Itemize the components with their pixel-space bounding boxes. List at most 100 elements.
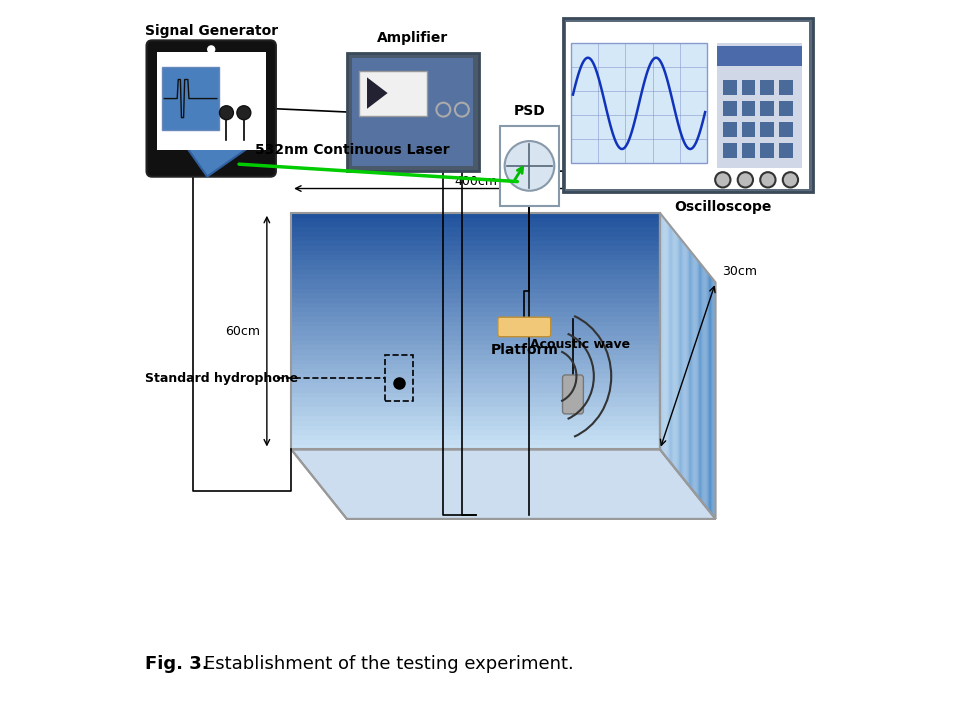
Polygon shape xyxy=(292,246,660,251)
FancyBboxPatch shape xyxy=(760,80,774,94)
Polygon shape xyxy=(292,407,660,412)
Polygon shape xyxy=(696,258,697,496)
Polygon shape xyxy=(694,256,696,494)
Polygon shape xyxy=(292,275,660,279)
FancyBboxPatch shape xyxy=(717,43,802,168)
Polygon shape xyxy=(292,412,660,416)
Polygon shape xyxy=(684,244,685,482)
FancyBboxPatch shape xyxy=(147,40,276,177)
Text: Acoustic wave: Acoustic wave xyxy=(530,338,630,351)
Polygon shape xyxy=(713,279,714,517)
Polygon shape xyxy=(671,227,673,465)
Circle shape xyxy=(207,45,216,54)
Polygon shape xyxy=(712,278,713,516)
Polygon shape xyxy=(292,421,660,426)
Text: Fig. 3.: Fig. 3. xyxy=(145,655,209,672)
Polygon shape xyxy=(689,249,690,487)
Polygon shape xyxy=(292,237,660,241)
Polygon shape xyxy=(292,251,660,256)
Polygon shape xyxy=(670,225,671,463)
Polygon shape xyxy=(675,231,676,469)
FancyBboxPatch shape xyxy=(566,22,810,189)
Polygon shape xyxy=(292,265,660,270)
Polygon shape xyxy=(292,298,660,303)
FancyBboxPatch shape xyxy=(347,53,479,171)
FancyBboxPatch shape xyxy=(760,144,774,158)
Polygon shape xyxy=(668,222,669,460)
Polygon shape xyxy=(292,336,660,341)
Polygon shape xyxy=(697,259,698,497)
Polygon shape xyxy=(693,255,694,493)
Polygon shape xyxy=(292,218,660,222)
FancyBboxPatch shape xyxy=(780,80,793,94)
FancyBboxPatch shape xyxy=(353,58,473,165)
Polygon shape xyxy=(292,364,660,369)
Polygon shape xyxy=(292,402,660,407)
Polygon shape xyxy=(676,232,677,470)
Polygon shape xyxy=(292,303,660,308)
Polygon shape xyxy=(292,213,660,218)
FancyBboxPatch shape xyxy=(571,43,708,163)
Polygon shape xyxy=(677,235,678,473)
Polygon shape xyxy=(688,248,689,486)
Polygon shape xyxy=(292,308,660,312)
Circle shape xyxy=(760,172,776,187)
Polygon shape xyxy=(701,264,702,502)
Polygon shape xyxy=(292,312,660,317)
Polygon shape xyxy=(292,350,660,355)
Polygon shape xyxy=(704,267,705,505)
FancyBboxPatch shape xyxy=(760,122,774,137)
Polygon shape xyxy=(292,360,660,364)
Circle shape xyxy=(715,172,730,187)
Polygon shape xyxy=(706,270,707,508)
Polygon shape xyxy=(292,435,660,440)
FancyBboxPatch shape xyxy=(742,80,755,94)
Circle shape xyxy=(782,172,798,187)
Polygon shape xyxy=(292,322,660,327)
Polygon shape xyxy=(690,251,691,489)
Polygon shape xyxy=(292,374,660,379)
Polygon shape xyxy=(292,222,660,227)
Polygon shape xyxy=(292,241,660,246)
Polygon shape xyxy=(292,445,660,449)
Polygon shape xyxy=(292,426,660,430)
Circle shape xyxy=(504,141,554,191)
FancyBboxPatch shape xyxy=(742,122,755,137)
Polygon shape xyxy=(702,265,704,503)
Polygon shape xyxy=(292,355,660,360)
Polygon shape xyxy=(680,238,681,476)
FancyBboxPatch shape xyxy=(780,144,793,158)
Polygon shape xyxy=(708,272,709,510)
Text: Establishment of the testing experiment.: Establishment of the testing experiment. xyxy=(204,655,574,672)
Polygon shape xyxy=(292,256,660,260)
Polygon shape xyxy=(667,221,668,459)
Polygon shape xyxy=(705,268,706,506)
FancyBboxPatch shape xyxy=(742,101,755,116)
Polygon shape xyxy=(681,239,682,477)
FancyBboxPatch shape xyxy=(162,67,219,130)
Polygon shape xyxy=(665,218,666,456)
FancyBboxPatch shape xyxy=(742,144,755,158)
Polygon shape xyxy=(292,369,660,374)
Polygon shape xyxy=(666,220,667,458)
Polygon shape xyxy=(292,331,660,336)
Polygon shape xyxy=(292,397,660,402)
Circle shape xyxy=(237,106,251,120)
FancyBboxPatch shape xyxy=(760,101,774,116)
FancyBboxPatch shape xyxy=(498,318,551,337)
FancyBboxPatch shape xyxy=(780,122,793,137)
Text: 30cm: 30cm xyxy=(722,265,757,279)
Polygon shape xyxy=(292,284,660,289)
Text: 532nm Continuous Laser: 532nm Continuous Laser xyxy=(255,144,449,158)
Polygon shape xyxy=(292,317,660,322)
Polygon shape xyxy=(669,224,670,462)
Text: PSD: PSD xyxy=(513,103,545,118)
FancyBboxPatch shape xyxy=(780,101,793,116)
Polygon shape xyxy=(292,440,660,445)
Polygon shape xyxy=(673,228,674,466)
Polygon shape xyxy=(674,230,675,467)
Polygon shape xyxy=(292,383,660,388)
Polygon shape xyxy=(678,237,680,474)
Polygon shape xyxy=(292,289,660,294)
Polygon shape xyxy=(682,241,683,479)
